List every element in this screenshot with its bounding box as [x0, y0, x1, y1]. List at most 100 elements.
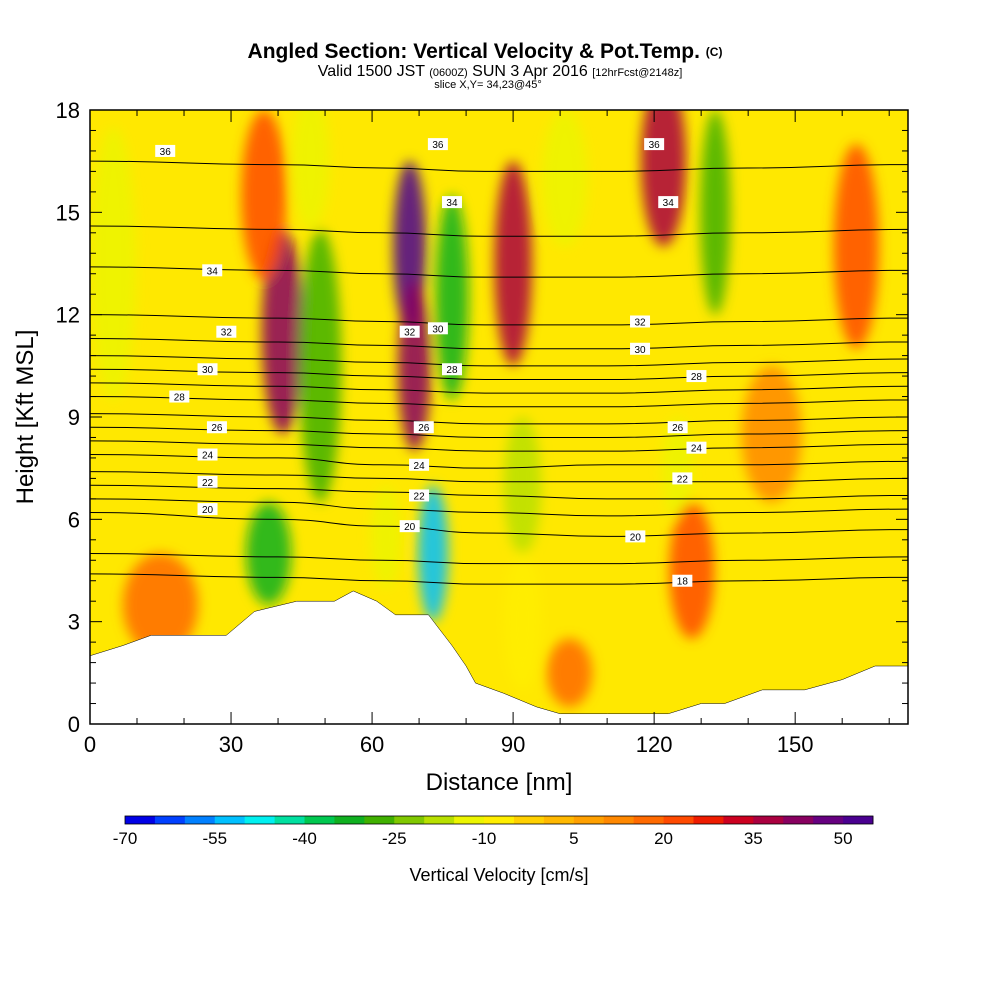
velocity-cell — [662, 417, 693, 520]
slice-info: slice X,Y= 34,23@45° — [434, 79, 542, 91]
contour-label: 24 — [409, 458, 430, 472]
contour-label: 28 — [441, 363, 462, 376]
velocity-cell — [700, 110, 731, 315]
contour-label: 28 — [169, 390, 190, 404]
colorbar-tick-label: 20 — [654, 829, 673, 848]
theta-isoline — [90, 355, 908, 367]
svg-text:20: 20 — [630, 532, 642, 543]
contour-label: 34 — [658, 196, 679, 209]
y-axis-label: Height [Kft MSL] — [12, 330, 39, 505]
svg-text:22: 22 — [677, 474, 689, 485]
colorbar-swatch — [394, 816, 425, 824]
svg-text:26: 26 — [418, 423, 430, 434]
velocity-cell — [90, 127, 137, 400]
theta-isoline — [90, 314, 908, 326]
colorbar-swatch — [663, 816, 694, 824]
velocity-cell — [299, 229, 342, 503]
x-tick-label: 60 — [360, 732, 384, 757]
velocity-cell — [122, 553, 199, 656]
contour-label: 22 — [672, 472, 693, 485]
svg-text:24: 24 — [414, 461, 426, 472]
velocity-cell — [246, 502, 292, 605]
velocity-cell — [241, 110, 287, 281]
svg-text:28: 28 — [446, 365, 458, 376]
colorbar-swatch — [214, 816, 246, 824]
contour-label: 34 — [441, 196, 462, 209]
contour-label: 32 — [399, 325, 420, 339]
colorbar-swatch — [723, 816, 754, 824]
theta-isoline — [90, 225, 908, 237]
colorbar: -70 -55 -40 -25 -10 5 20 35 50 — [113, 815, 874, 848]
colorbar-swatch — [304, 816, 335, 824]
colorbar-swatch — [543, 816, 575, 824]
colorbar-swatch — [274, 816, 305, 824]
x-axis-label: Distance [nm] — [426, 769, 573, 796]
velocity-cell — [371, 485, 402, 588]
contour-label: 22 — [409, 489, 430, 502]
svg-text:30: 30 — [432, 324, 444, 335]
contour-label: 30 — [197, 363, 218, 376]
x-axis: 0 30 60 90 120 150 — [84, 110, 890, 757]
theta-isoline — [90, 471, 908, 483]
theta-isoline — [90, 552, 908, 565]
theta-contours — [90, 160, 908, 585]
contour-label: 32 — [630, 315, 651, 328]
colorbar-tick-label: -10 — [472, 829, 497, 848]
svg-text:32: 32 — [404, 328, 416, 339]
theta-isoline — [90, 368, 908, 380]
x-tick-label: 120 — [636, 732, 673, 757]
contour-label: 36 — [155, 144, 176, 158]
theta-isoline — [90, 160, 908, 172]
contour-labels: 36 36 36 34 34 34 32 32 32 30 30 30 28 28 28 26 26 26 24 24… — [155, 138, 707, 588]
svg-text:20: 20 — [202, 505, 214, 516]
colorbar-swatch — [843, 816, 874, 824]
colorbar-tick-label: -25 — [382, 829, 407, 848]
contour-label: 22 — [197, 475, 218, 489]
theta-isoline — [90, 338, 908, 350]
colorbar-tick-label: -70 — [113, 829, 138, 848]
y-tick-label: 15 — [56, 200, 80, 225]
colorbar-label: Vertical Velocity [cm/s] — [409, 865, 588, 885]
svg-text:22: 22 — [414, 491, 426, 502]
svg-text:22: 22 — [202, 478, 214, 489]
colorbar-swatch — [753, 816, 784, 824]
forecast-info: [12hrFcst@2148z] — [592, 67, 682, 79]
velocity-cell — [397, 280, 431, 452]
y-tick-label: 18 — [56, 98, 80, 123]
valid-time-line: Valid 1500 JST (0600Z) SUN 3 Apr 2016 [1… — [318, 63, 683, 80]
colorbar-tick-label: 5 — [569, 829, 578, 848]
theta-isoline — [90, 413, 908, 425]
colorbar-swatch — [334, 816, 365, 824]
colorbar-swatch — [783, 816, 814, 824]
theta-isoline — [90, 440, 908, 452]
x-tick-label: 90 — [501, 732, 525, 757]
velocity-cell — [292, 110, 330, 230]
valid-utc: (0600Z) — [429, 67, 468, 79]
velocity-cell — [494, 161, 532, 366]
title-main: Angled Section: Vertical Velocity & Pot.… — [248, 40, 700, 63]
velocity-cell — [546, 638, 593, 707]
velocity-cell — [833, 144, 879, 349]
colorbar-tick-label: 35 — [744, 829, 763, 848]
contour-label: 20 — [399, 520, 420, 533]
y-tick-label: 6 — [68, 507, 80, 532]
contour-label: 20 — [197, 503, 218, 516]
colorbar-swatch — [573, 816, 605, 824]
svg-text:24: 24 — [691, 444, 703, 455]
contour-label: 18 — [672, 574, 693, 588]
valid-prefix: Valid 1500 JST — [318, 63, 426, 80]
theta-isoline — [90, 266, 908, 278]
velocity-cell — [640, 110, 687, 247]
svg-text:26: 26 — [672, 423, 684, 434]
theta-isoline — [90, 382, 908, 394]
plot-area: 36 36 36 34 34 34 32 32 32 30 30 30 28 28 28 26 26 26 24 24… — [90, 110, 908, 724]
contour-label: 20 — [625, 530, 646, 543]
svg-text:36: 36 — [649, 140, 661, 151]
colorbar-swatch — [424, 816, 455, 824]
contour-label: 24 — [686, 441, 707, 455]
svg-text:32: 32 — [634, 317, 646, 328]
svg-text:28: 28 — [174, 393, 186, 404]
y-tick-label: 9 — [68, 405, 80, 430]
svg-text:36: 36 — [160, 147, 172, 158]
